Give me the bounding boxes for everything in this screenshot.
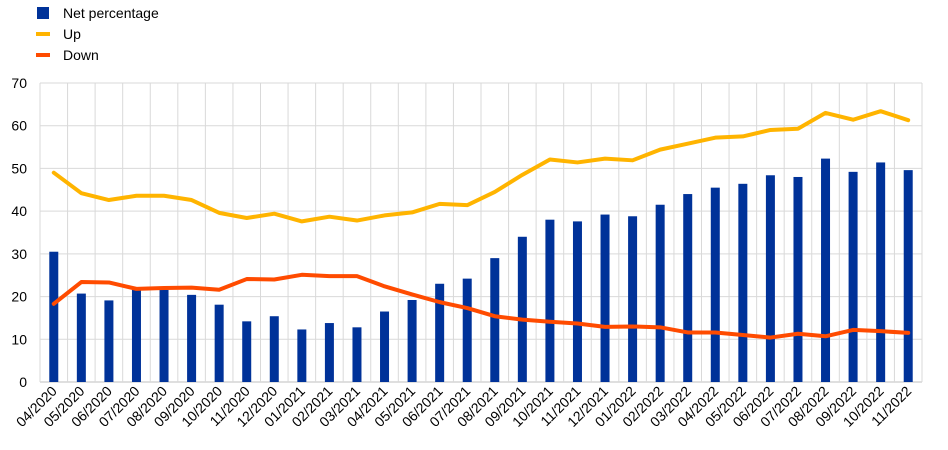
bar-net-percentage: [104, 300, 114, 382]
legend-item-up: Up: [36, 23, 159, 44]
bar-net-percentage: [214, 304, 224, 382]
bar-net-percentage: [600, 214, 610, 382]
bar-net-percentage: [876, 162, 886, 382]
bar-net-percentage: [655, 204, 665, 382]
bar-net-percentage: [462, 278, 472, 382]
bar-net-percentage: [821, 158, 831, 382]
y-tick-label: 10: [11, 331, 27, 347]
y-tick-label: 50: [11, 160, 27, 176]
bar-net-percentage: [710, 187, 720, 382]
bar-net-percentage: [628, 216, 638, 382]
legend-item-net-percentage: Net percentage: [36, 2, 159, 23]
bar-net-percentage: [324, 323, 334, 382]
legend-label-down: Down: [63, 46, 99, 63]
bar-net-percentage: [435, 283, 445, 382]
bar-net-percentage: [242, 321, 252, 382]
y-tick-label: 70: [11, 75, 27, 91]
y-tick-label: 20: [11, 289, 27, 305]
legend-item-down: Down: [36, 44, 159, 65]
line-up: [51, 109, 911, 224]
bar-net-percentage: [903, 170, 913, 382]
line-down: [51, 272, 911, 340]
y-tick-label: 0: [19, 374, 27, 390]
bar-net-percentage: [76, 293, 86, 382]
legend-swatch-net-percentage: [37, 6, 49, 19]
bar-net-percentage: [572, 221, 582, 382]
bar-net-percentage: [545, 219, 555, 382]
bar-net-percentage: [683, 194, 693, 382]
bar-net-percentage: [269, 316, 279, 382]
bar-net-percentage: [159, 289, 169, 382]
bar-net-percentage: [49, 251, 59, 382]
bar-net-percentage: [297, 329, 307, 382]
bar-net-percentage: [738, 183, 748, 382]
y-tick-label: 30: [11, 246, 27, 262]
legend-label-net-percentage: Net percentage: [63, 4, 159, 21]
bar-net-percentage: [490, 258, 500, 382]
legend-label-up: Up: [63, 25, 81, 42]
bar-net-percentage: [793, 176, 803, 382]
bar-net-percentage: [407, 299, 417, 382]
bar-net-percentage: [352, 327, 362, 382]
bar-net-percentage: [848, 171, 858, 382]
bar-net-percentage: [517, 236, 527, 382]
bar-net-percentage: [380, 311, 390, 382]
legend-swatch-down: [36, 52, 50, 57]
bar-net-percentage: [131, 289, 141, 382]
legend: Net percentage Up Down: [36, 2, 159, 65]
bar-net-percentage: [765, 175, 775, 382]
y-tick-label: 40: [11, 203, 27, 219]
legend-swatch-up: [36, 31, 50, 36]
bar-net-percentage: [187, 294, 197, 382]
y-tick-label: 60: [11, 118, 27, 134]
